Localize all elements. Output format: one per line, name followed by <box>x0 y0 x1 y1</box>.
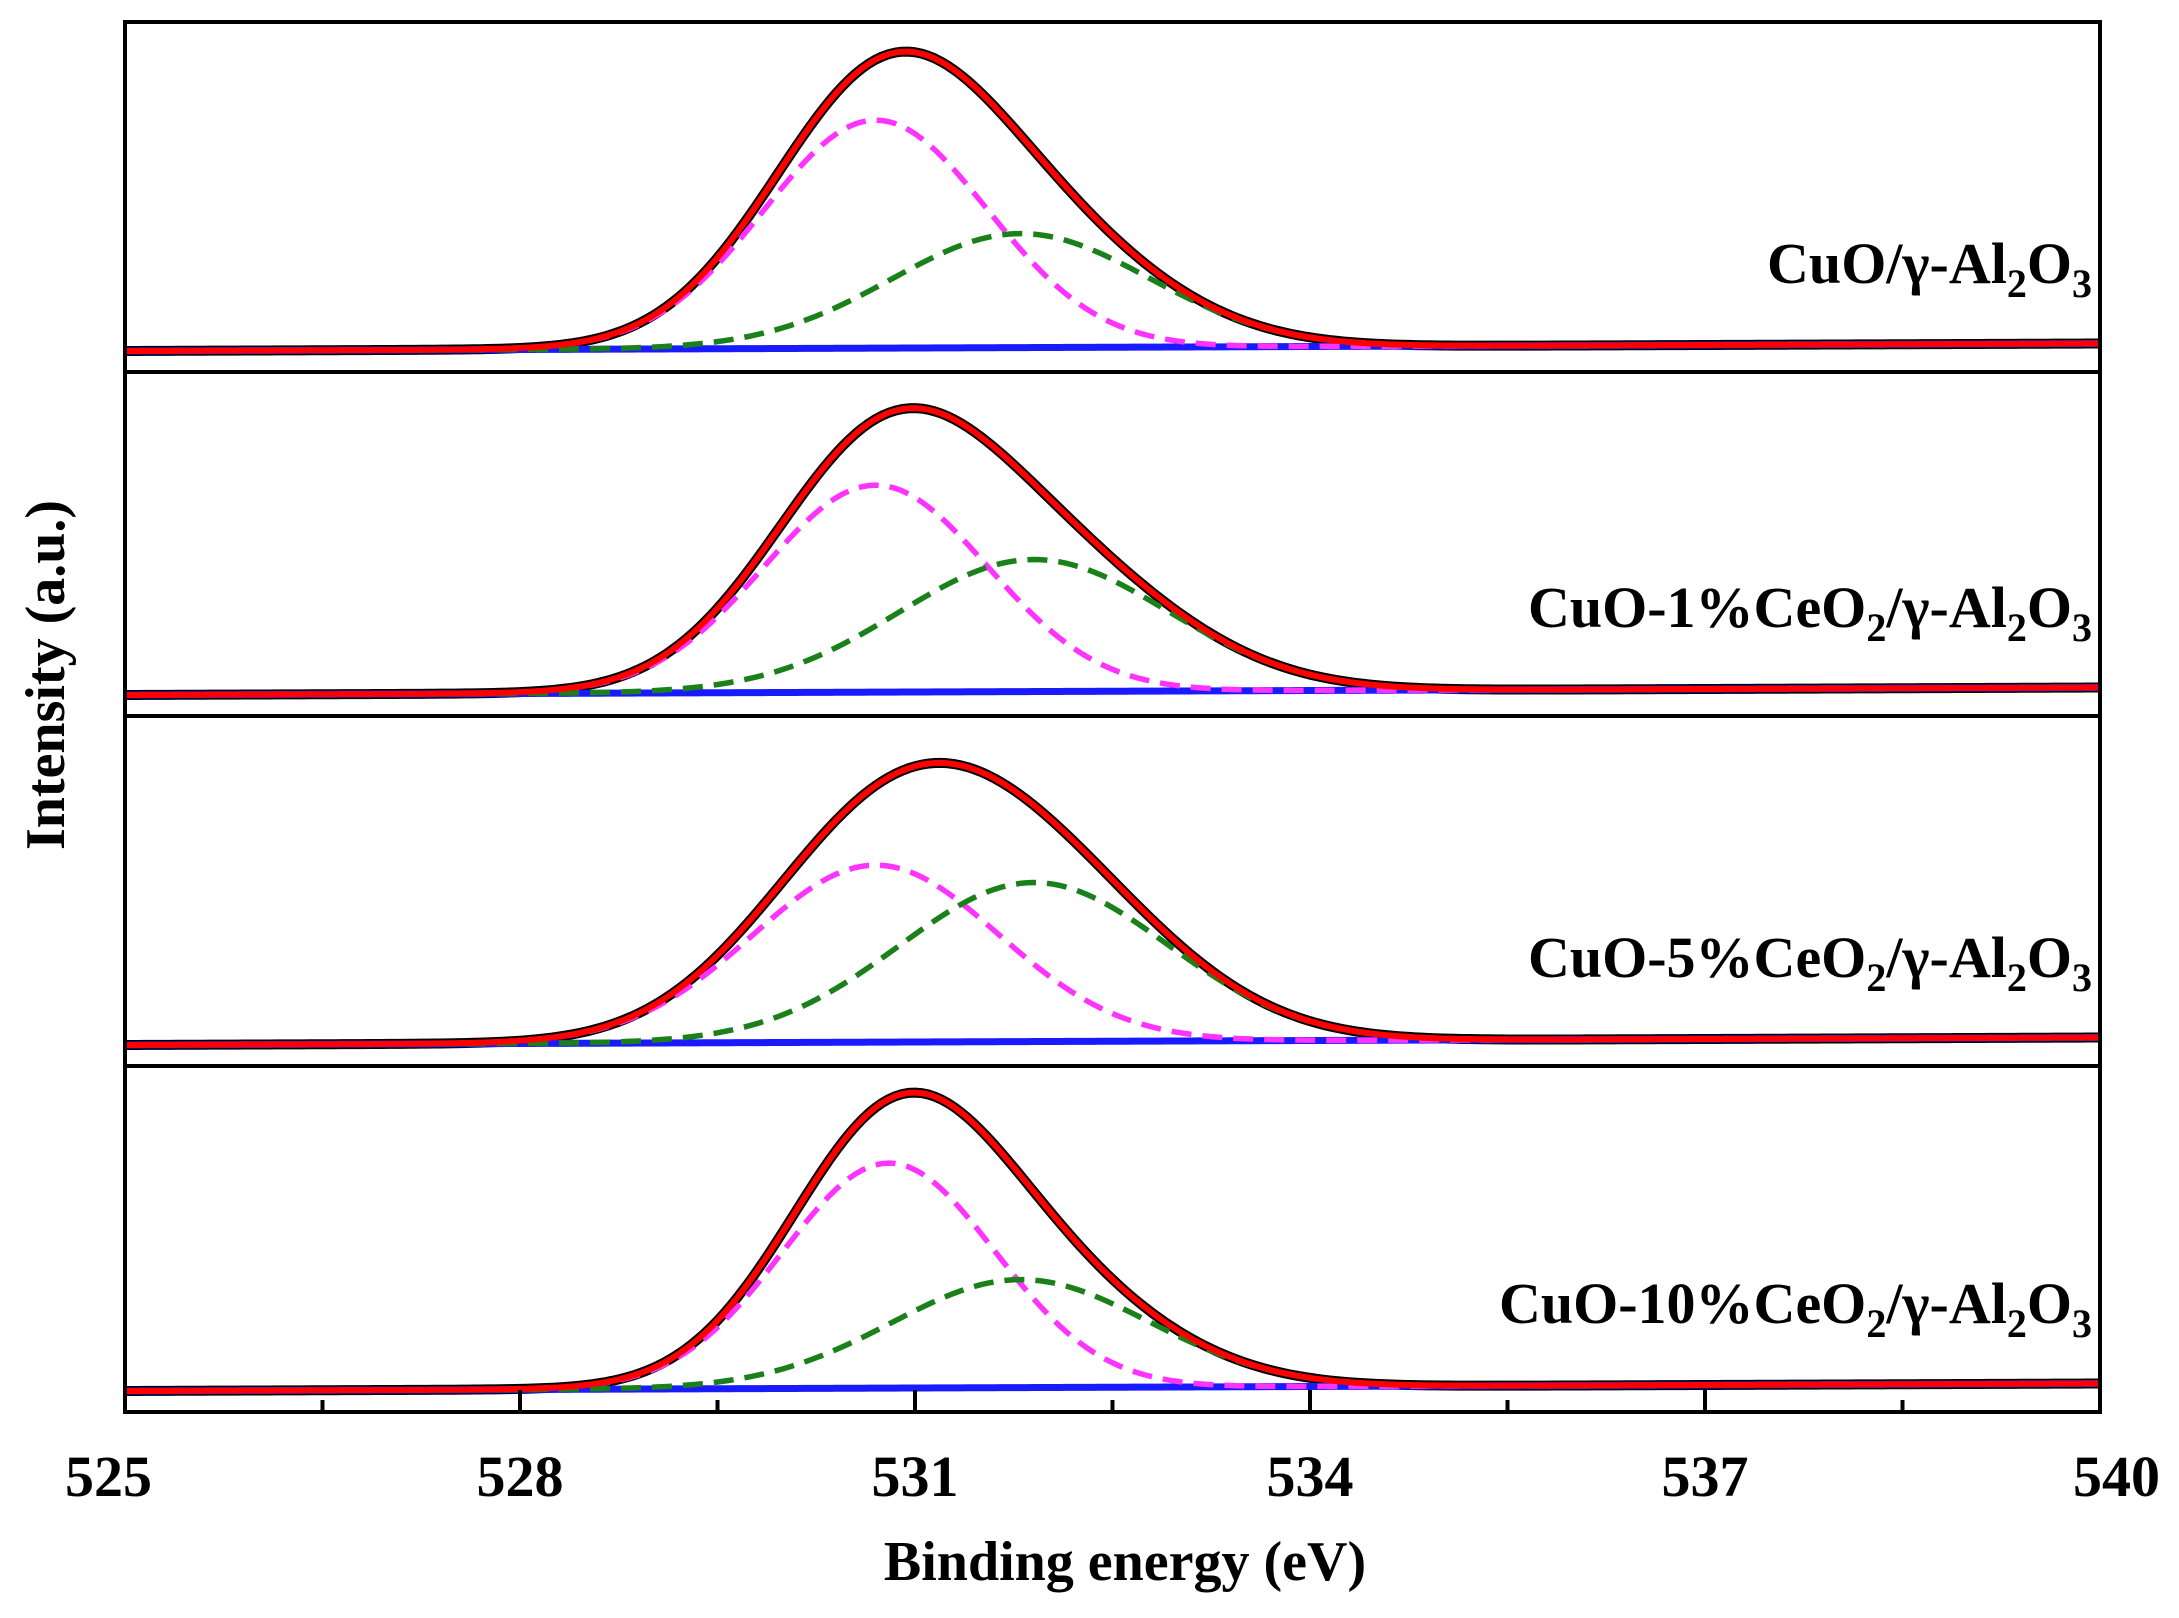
panel-frame <box>123 370 2102 718</box>
label-text: /γ-Al <box>1885 1271 2007 1336</box>
label-text: O <box>2027 925 2072 990</box>
x-tick-label: 537 <box>1662 1444 1749 1509</box>
sample-label: CuO-5%CeO2/γ-Al2O3 <box>1528 925 2092 1000</box>
fit-envelope-line <box>124 759 2101 1048</box>
sample-label: CuO-10%CeO2/γ-Al2O3 <box>1499 1271 2092 1346</box>
fit-envelope-line <box>124 1089 2101 1394</box>
label-text: O <box>2027 231 2072 296</box>
sample-label: CuO-1%CeO2/γ-Al2O3 <box>1528 575 2092 650</box>
label-subscript: 2 <box>2007 955 2027 1000</box>
x-tick-label: 534 <box>1267 1444 1354 1509</box>
raw-spectrum-line <box>124 403 2101 700</box>
panel-2: CuO-1%CeO2/γ-Al2O3 <box>123 370 2102 718</box>
x-tick-label: 528 <box>477 1444 564 1509</box>
label-subscript: 3 <box>2072 261 2092 306</box>
label-text: /γ-Al <box>1885 575 2007 640</box>
x-tick-label: 525 <box>65 1444 152 1509</box>
raw-spectrum-line <box>124 1087 2101 1396</box>
label-text: CuO-1%CeO <box>1528 575 1866 640</box>
x-tick-label: 540 <box>2073 1444 2160 1509</box>
x-tick-label: 531 <box>872 1444 959 1509</box>
sample-label: CuO/γ-Al2O3 <box>1767 231 2092 306</box>
raw-spectrum-line <box>124 46 2101 356</box>
fit-envelope-line <box>124 405 2101 698</box>
fit-envelope-line <box>124 48 2101 354</box>
plot-panels: CuO/γ-Al2O3CuO-1%CeO2/γ-Al2O3CuO-5%CeO2/… <box>123 20 2102 1414</box>
label-subscript: 2 <box>2007 261 2027 306</box>
raw-spectrum-line <box>124 757 2101 1050</box>
label-text: CuO-10%CeO <box>1499 1271 1866 1336</box>
x-axis-title: Binding energy (eV) <box>884 1531 1366 1593</box>
label-subscript: 3 <box>2072 1301 2092 1346</box>
label-subscript: 3 <box>2072 605 2092 650</box>
panel-4: CuO-10%CeO2/γ-Al2O3 <box>123 1064 2102 1414</box>
label-text: O <box>2027 1271 2072 1336</box>
panel-3: CuO-5%CeO2/γ-Al2O3 <box>123 714 2102 1068</box>
label-text: O <box>2027 575 2072 640</box>
label-subscript: 2 <box>1866 1301 1886 1346</box>
panel-frame <box>123 20 2102 374</box>
label-text: /γ-Al <box>1885 925 2007 990</box>
label-subscript: 2 <box>2007 605 2027 650</box>
y-axis-title: Intensity (a.u.) <box>15 500 77 850</box>
label-text: CuO/γ-Al <box>1767 231 2007 296</box>
label-subscript: 2 <box>1866 605 1886 650</box>
label-subscript: 3 <box>2072 955 2092 1000</box>
label-subscript: 2 <box>1866 955 1886 1000</box>
label-subscript: 2 <box>2007 1301 2027 1346</box>
x-axis: 525 528 531 534 537 540 <box>65 1390 2160 1509</box>
label-text: CuO-5%CeO <box>1528 925 1866 990</box>
panel-1: CuO/γ-Al2O3 <box>123 20 2102 374</box>
